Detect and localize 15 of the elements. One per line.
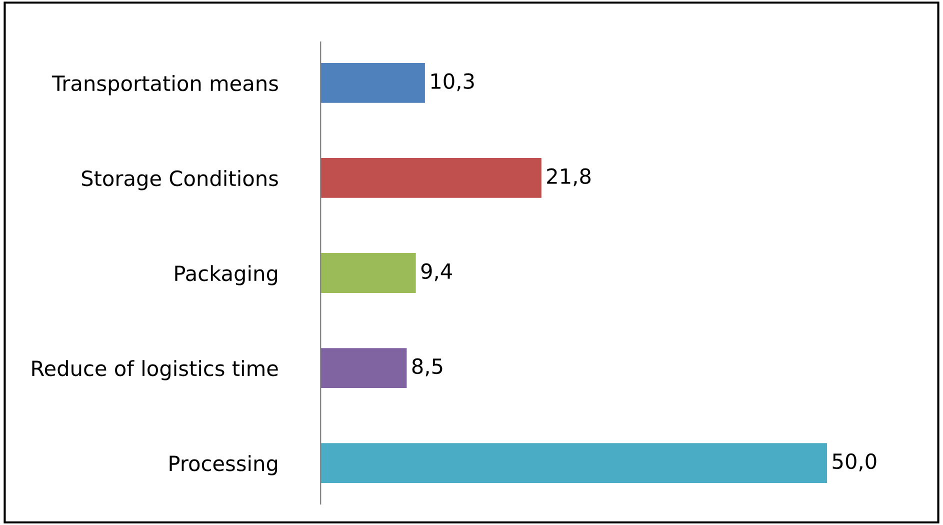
data-label: 21,8 [547, 168, 591, 186]
data-label: 10,3 [431, 73, 474, 92]
y-tick-label: Reduce of logistics time [32, 360, 278, 380]
y-tick-label: Packaging [175, 265, 278, 286]
bar [320, 443, 828, 483]
bar [320, 253, 416, 293]
data-label: 50,0 [832, 453, 876, 472]
bar [320, 63, 425, 103]
y-tick-label: Storage Conditions [82, 170, 278, 190]
bar [320, 348, 407, 388]
bar [320, 158, 542, 198]
y-tick-label: Processing [170, 455, 278, 476]
data-label: 8,5 [412, 358, 442, 376]
data-label: 9,4 [421, 263, 452, 282]
y-tick-label: Transportation means [52, 75, 278, 96]
